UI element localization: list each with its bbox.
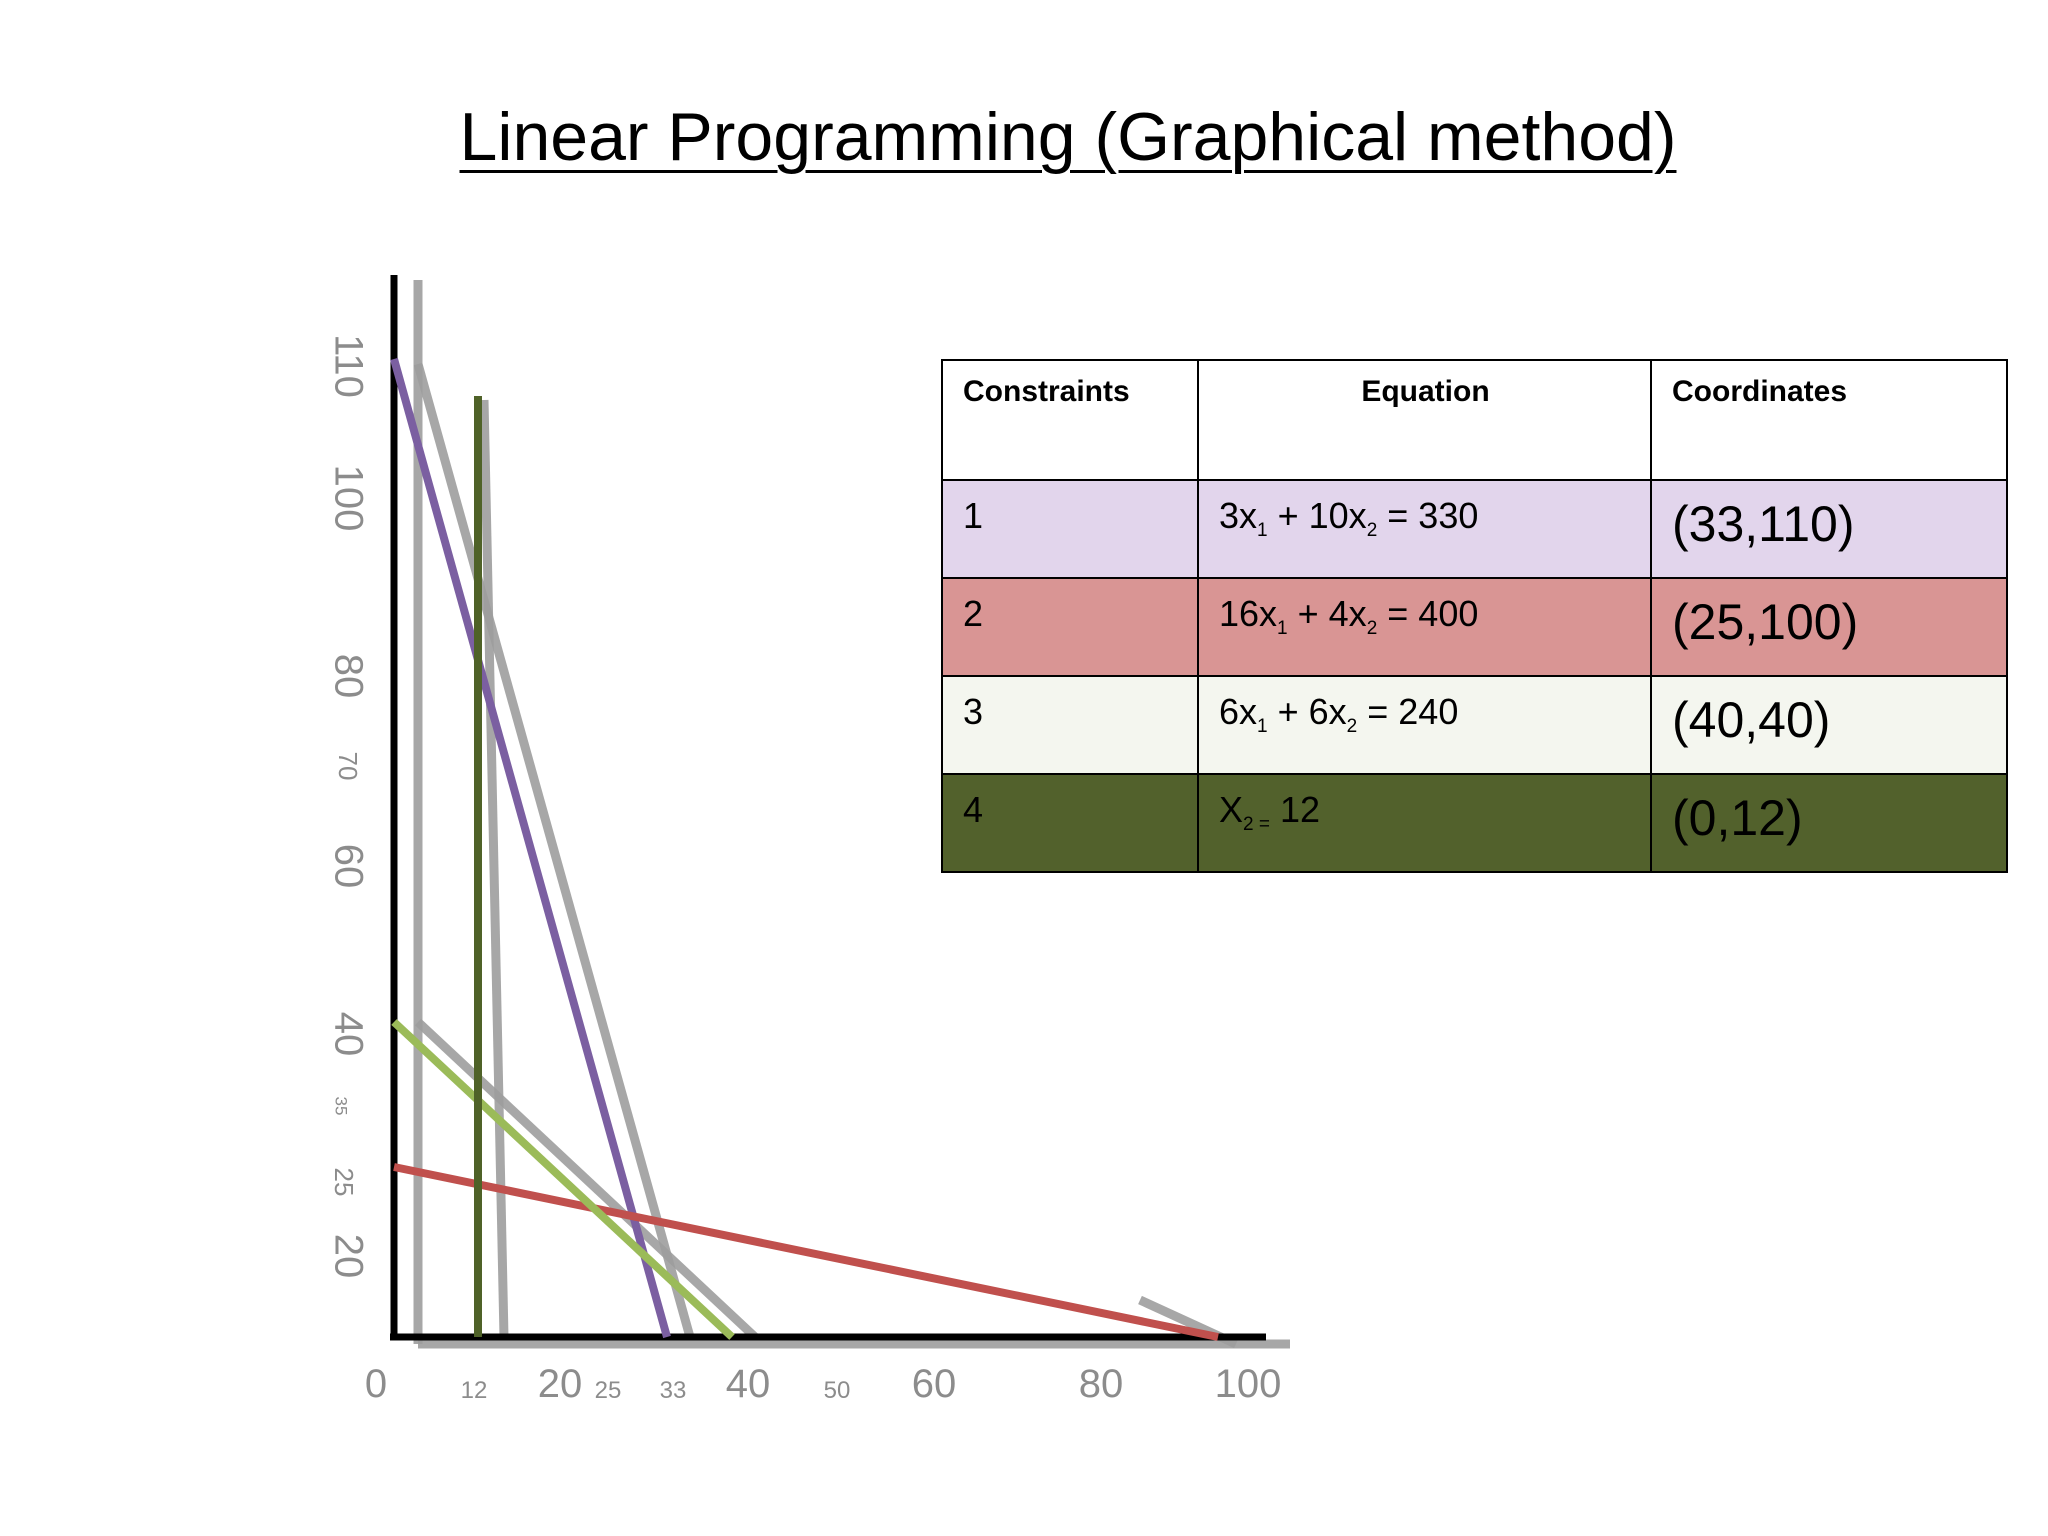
x-tick-label: 40	[726, 1362, 771, 1406]
constraint-number: 2	[941, 577, 1199, 677]
eq-part: = 400	[1377, 593, 1479, 634]
header-constraints: Constraints	[941, 359, 1199, 481]
coordinates-cell: (40,40)	[1650, 675, 2008, 775]
eq-sub: 2 =	[1243, 814, 1270, 835]
eq-part: 12	[1269, 789, 1321, 830]
constraints-table: Constraints Equation Coordinates 1 3x1 +…	[941, 359, 2008, 873]
eq-part: X	[1219, 789, 1244, 830]
constraint-number: 3	[941, 675, 1199, 775]
y-tick-label: 40	[326, 1012, 370, 1057]
x-tick-label: 25	[595, 1377, 622, 1404]
equation-cell: 3x1 + 10x2 = 330	[1197, 479, 1652, 579]
x-tick-label: 50	[824, 1377, 851, 1404]
shadow-line	[479, 399, 509, 1338]
eq-sub: 1	[1257, 716, 1268, 737]
x-tick-label: 12	[461, 1377, 488, 1404]
constraint-number: 1	[941, 479, 1199, 579]
series-line-1	[390, 357, 671, 1339]
equation-cell: 16x1 + 4x2 = 400	[1197, 577, 1652, 677]
axes	[390, 275, 1266, 1341]
x-tick-labels: 0 12 20 25 33 40 50 60 80 100	[365, 1362, 1282, 1406]
series-line-3	[391, 1019, 735, 1340]
table-row: 3 6x1 + 6x2 = 240 (40,40)	[941, 675, 2008, 775]
y-tick-label: 110	[326, 334, 370, 398]
eq-part: + 6x	[1267, 691, 1347, 732]
table-row: 4 X2 = 12 (0,12)	[941, 773, 2008, 873]
y-tick-label: 70	[333, 752, 363, 781]
constraint-lines	[390, 357, 1219, 1341]
eq-part: 16x	[1219, 593, 1278, 634]
coordinates-cell: (0,12)	[1650, 773, 2008, 873]
y-tick-label: 20	[326, 1234, 370, 1279]
x-tick-label: 33	[660, 1377, 687, 1404]
x-tick-label: 100	[1215, 1362, 1282, 1406]
y-tick-label: 35	[332, 1097, 351, 1116]
header-equation: Equation	[1197, 359, 1652, 481]
constraint-number: 4	[941, 773, 1199, 873]
y-tick-labels: 110 100 80 70 60 40 35 25 20	[326, 334, 370, 1278]
equation-cell: X2 = 12	[1197, 773, 1652, 873]
eq-part: + 10x	[1267, 495, 1367, 536]
eq-sub: 2	[1366, 618, 1378, 639]
y-tick-label: 80	[326, 654, 370, 699]
x-tick-label: 60	[912, 1362, 957, 1406]
chart-title: Linear Programming (Graphical method)	[459, 99, 1677, 175]
coordinates-cell: (33,110)	[1650, 479, 2008, 579]
y-tick-label: 60	[326, 844, 370, 889]
eq-part: = 330	[1377, 495, 1479, 536]
coordinates-cell: (25,100)	[1650, 577, 2008, 677]
x-tick-label: 20	[538, 1362, 583, 1406]
table-row: 1 3x1 + 10x2 = 330 (33,110)	[941, 479, 2008, 579]
eq-part: + 4x	[1287, 593, 1367, 634]
eq-part: 3x	[1219, 495, 1258, 536]
eq-part: = 240	[1357, 691, 1459, 732]
eq-sub: 1	[1257, 520, 1268, 541]
shadow-line	[413, 362, 695, 1339]
header-coordinates: Coordinates	[1650, 359, 2008, 481]
equation-cell: 6x1 + 6x2 = 240	[1197, 675, 1652, 775]
eq-part: 6x	[1219, 691, 1258, 732]
table-row: 2 16x1 + 4x2 = 400 (25,100)	[941, 577, 2008, 677]
x-tick-label: 80	[1079, 1362, 1124, 1406]
eq-sub: 2	[1346, 716, 1358, 737]
y-tick-label: 25	[329, 1168, 359, 1197]
eq-sub: 2	[1366, 520, 1378, 541]
y-tick-label: 100	[326, 465, 370, 532]
x-tick-label: 0	[365, 1362, 387, 1406]
series-line-2	[393, 1163, 1219, 1341]
eq-sub: 1	[1277, 618, 1288, 639]
table-header-row: Constraints Equation Coordinates	[941, 359, 2008, 481]
